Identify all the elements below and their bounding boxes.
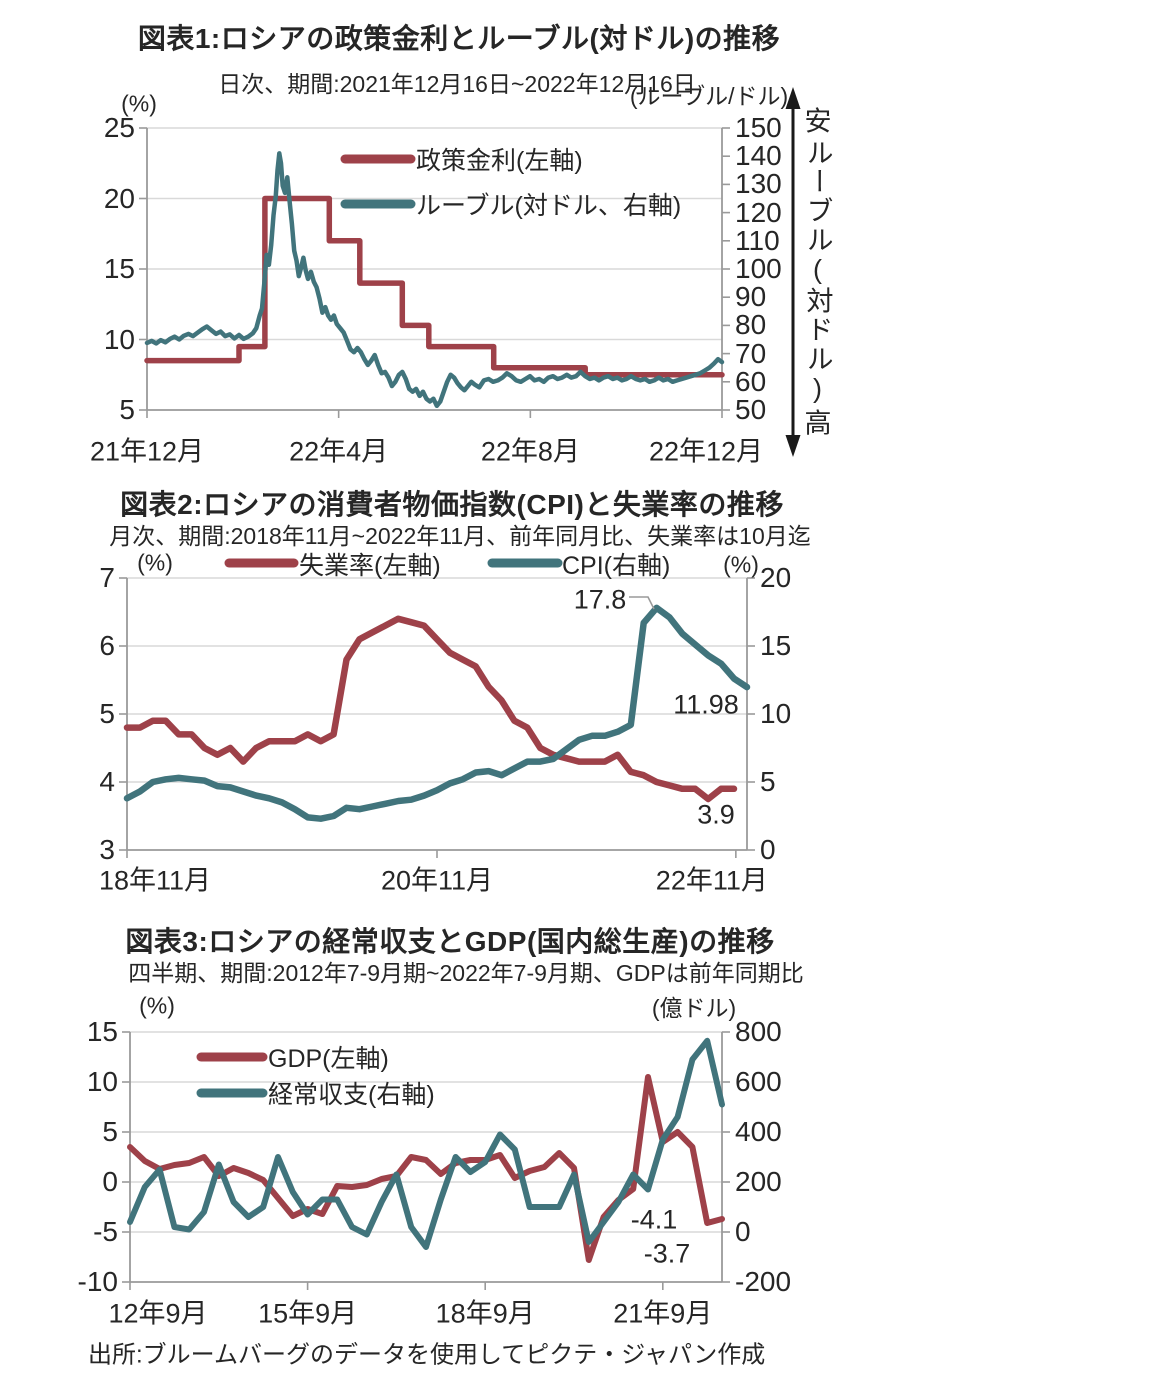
chart2-series-right [123,604,751,822]
chart3-right-tick-label: 800 [735,1016,782,1047]
chart1-x-tick-label: 22年8月 [480,436,580,467]
chart3-left-tick-label: -10 [77,1266,118,1297]
chart2-left-tick-label: 6 [99,630,115,661]
chart1-right-tick-label: 130 [735,168,782,200]
chart1-right-tick-label: 110 [735,224,780,256]
chart3-right-axis-unit: (億ドル) [651,995,737,1021]
chart1-legend-label: ルーブル(対ドル、右軸) [416,192,682,220]
chart2-series-left [123,615,738,803]
chart1-arrow-label-strong: 高 [804,408,832,439]
chart1-x-tick-label: 21年12月 [89,436,205,467]
chart2-legend-label: 失業率(左軸) [299,552,441,580]
chart2-left-tick-label: 5 [99,698,115,729]
chart2-x-tick-label: 22年11月 [655,865,768,896]
chart3-right-tick-label: 600 [735,1066,782,1097]
chart2-annotation: 11.98 [673,689,739,720]
chart3-right-tick-label: 400 [735,1116,782,1147]
chart3-x-tick-label: 12年9月 [108,1298,208,1329]
chart1-series-right [144,151,725,409]
chart2-left-tick-label: 3 [99,834,115,865]
chart3-x-tick-label: 15年9月 [258,1298,358,1329]
chart3-left-tick-label: 0 [102,1166,118,1197]
chart1-legend-label: 政策金利(左軸) [416,147,583,175]
chart3-left-axis-unit: (%) [139,992,175,1019]
chart1-right-tick-label: 80 [735,309,767,341]
chart3-left-tick-label: -5 [93,1216,118,1247]
chart2-annotation-leader [629,596,655,610]
chart3-x-tick-label: 21年9月 [613,1298,713,1329]
chart1-arrow-label-currency: ルーブル(対ドル) [802,138,833,406]
chart1-left-tick-label: 20 [103,182,135,214]
chart1-x-tick-label: 22年12月 [648,436,764,467]
chart2-left-tick-label: 7 [99,562,115,593]
chart3-annotation: -3.7 [643,1238,691,1269]
chart1-right-tick-label: 120 [735,196,782,228]
chart1-left-axis-unit: (%) [121,90,157,117]
chart1-left-tick-label: 25 [103,112,135,143]
chart3-x-tick-label: 18年9月 [435,1298,535,1329]
chart2-annotation: 17.8 [573,584,627,615]
chart3-left-tick-label: 5 [102,1116,118,1147]
chart1-arrowhead-down [785,435,801,457]
chart3-annotation: -4.1 [630,1204,678,1235]
chart2-annotation: 3.9 [697,799,735,830]
chart1-right-tick-label: 90 [735,281,767,313]
chart3-subtitle: 四半期、期間:2012年7-9月期~2022年7-9月期、GDPは前年同期比 [128,960,804,986]
chart2-right-axis-unit: (%) [723,551,759,578]
chart2-right-tick-label: 5 [760,766,776,797]
chart3-right-tick-label: 200 [735,1166,782,1197]
chart1-subtitle: 日次、期間:2021年12月16日~2022年12月16日 [218,71,696,97]
chart3-series-right [127,1037,725,1250]
chart2-x-tick-label: 18年11月 [98,865,212,896]
chart1-right-tick-label: 140 [735,140,782,172]
chart1-x-tick-label: 22年4月 [289,436,389,467]
chart1-series-left [144,195,725,378]
chart1-right-tick-label: 150 [735,112,782,143]
chart1-arrow-label-weak: 安 [804,106,832,137]
chart3-legend-label: GDP(左軸) [268,1045,389,1073]
chart2-left-tick-label: 4 [99,766,115,797]
chart1-left-tick-label: 5 [119,394,135,425]
chart1-right-tick-label: 60 [735,365,767,397]
chart2-subtitle: 月次、期間:2018年11月~2022年11月、前年同月比、失業率は10月迄 [109,523,811,549]
chart3-right-tick-label: 0 [735,1216,751,1247]
chart1-right-tick-label: 50 [735,394,767,425]
chart1-right-axis-unit: (ルーブル/ドル) [629,83,789,109]
chart1-left-tick-label: 15 [103,253,135,284]
chart3-legend-label: 経常収支(右軸) [268,1081,435,1109]
chart2-right-tick-label: 10 [760,698,792,729]
chart3-title: 図表3:ロシアの経常収支とGDP(国内総生産)の推移 [125,926,775,957]
chart1-right-tick-label: 70 [735,337,767,369]
chart2-title: 図表2:ロシアの消費者物価指数(CPI)と失業率の推移 [120,489,784,520]
chart1-arrowhead-up [785,87,801,109]
chart2-right-tick-label: 20 [760,562,792,593]
chart3-left-tick-label: 15 [86,1016,118,1047]
chart2-right-tick-label: 0 [760,834,776,865]
chart1-left-tick-label: 10 [103,323,135,355]
chart3-left-tick-label: 10 [86,1066,118,1097]
chart1-title: 図表1:ロシアの政策金利とルーブル(対ドル)の推移 [137,23,781,54]
chart2-x-tick-label: 20年11月 [380,865,494,896]
chart1-right-tick-label: 100 [735,253,782,284]
chart2-legend-label: CPI(右軸) [562,552,671,580]
source-note: 出所:ブルームバーグのデータを使用してピクテ・ジャパン作成 [88,1341,766,1369]
chart3-right-tick-label: -200 [735,1266,792,1297]
chart2-right-tick-label: 15 [760,630,792,661]
chart2-left-axis-unit: (%) [137,549,173,576]
